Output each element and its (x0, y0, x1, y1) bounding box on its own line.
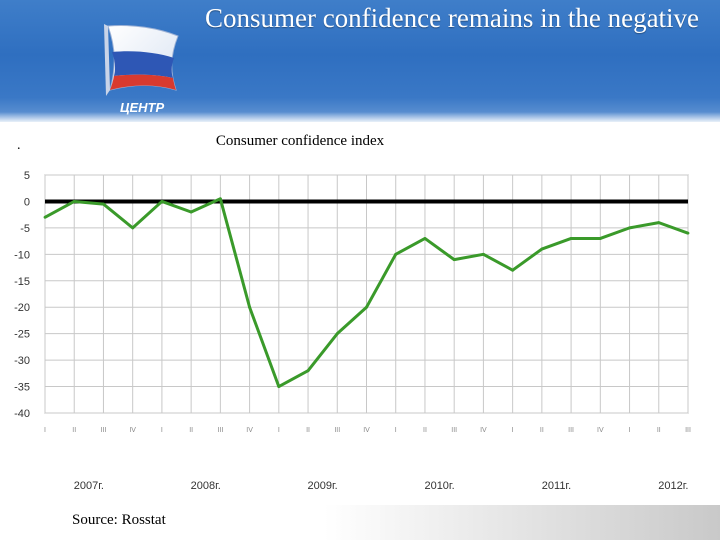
data-point (102, 202, 105, 206)
y-tick-label: -30 (14, 355, 30, 367)
data-point (131, 226, 135, 230)
data-point (657, 221, 661, 224)
x-tick-label: II (306, 427, 310, 434)
y-tick-label: -5 (20, 223, 30, 235)
y-tick-label: 5 (24, 170, 30, 182)
data-point (306, 369, 310, 373)
series-group (43, 197, 690, 389)
x-tick-label: I (395, 427, 397, 434)
x-tick-label: III (217, 427, 223, 434)
data-point (511, 268, 515, 272)
data-point (43, 215, 47, 219)
x-tick-label: I (161, 427, 163, 434)
data-point (598, 237, 602, 240)
x-tick-label: III (334, 427, 340, 434)
x-tick-label: I (512, 427, 514, 434)
x-tick-label: IV (363, 427, 370, 434)
bullet-marker: . (17, 138, 21, 153)
x-tick-label: III (568, 427, 574, 434)
x-tick-label: II (540, 427, 544, 434)
x-tick-label: II (189, 427, 193, 434)
data-point (248, 305, 251, 309)
x-tick-label: III (451, 427, 457, 434)
data-point (335, 332, 339, 336)
y-axis-ticks: 5 0 -5 -10 -15 -20 -25 -30 -35 -40 (14, 170, 30, 420)
x-tick-label: I (278, 427, 280, 434)
x-tick-label: I (629, 427, 631, 434)
y-tick-label: -10 (14, 249, 30, 261)
year-label: 2012г. (658, 480, 688, 492)
year-labels: 2007г. 2008г. 2009г. 2010г. 2011г. 2012г. (74, 480, 689, 492)
x-tick-label: II (72, 427, 76, 434)
header-banner: ЦЕНТР Consumer confidence remains in the… (0, 0, 720, 122)
x-tick-label: II (657, 427, 661, 434)
header-fade (0, 112, 720, 122)
source-note: Source: Rosstat (72, 512, 166, 528)
data-point (423, 237, 427, 240)
x-tick-label: IV (480, 427, 487, 434)
data-point (160, 200, 164, 203)
y-tick-label: -40 (14, 408, 30, 420)
data-point (72, 200, 76, 203)
x-tick-label: III (101, 427, 107, 434)
logo-text: ЦЕНТР (120, 100, 164, 115)
x-axis-ticks: I II III IV I II III IV I II III IV I II III IV I II III IV… (44, 427, 691, 434)
x-tick-label: IV (597, 427, 604, 434)
data-point (218, 197, 222, 201)
data-point (394, 252, 398, 256)
data-point (365, 305, 368, 309)
year-label: 2008г. (191, 480, 221, 492)
footer-bar (0, 505, 720, 540)
data-point (452, 258, 456, 262)
data-point (189, 210, 193, 214)
data-point (482, 252, 485, 256)
x-tick-label: I (44, 427, 46, 434)
year-label: 2010г. (424, 480, 454, 492)
x-tick-label: IV (246, 427, 253, 434)
data-point (628, 226, 631, 230)
year-label: 2011г. (542, 480, 571, 492)
y-tick-label: 0 (24, 196, 30, 208)
line-chart: 50-5-10-15-20-25-30-35-40 I II III IV I II III… (14, 170, 691, 492)
y-tick-label: -15 (14, 276, 30, 288)
x-tick-label: II (423, 427, 427, 434)
data-point (277, 385, 281, 388)
y-tick-label: -25 (14, 329, 30, 341)
y-tick-label: -35 (14, 382, 30, 394)
x-tick-label: IV (129, 427, 136, 434)
chart-grid (44, 174, 689, 414)
x-tick-label: III (685, 427, 691, 434)
data-point (569, 237, 573, 240)
chart-title: Consumer confidence index (215, 133, 385, 149)
year-label: 2007г. (74, 480, 104, 492)
data-point (540, 247, 544, 251)
year-label: 2009г. (308, 480, 338, 492)
data-point (686, 231, 690, 235)
y-tick-label: -20 (14, 302, 30, 314)
slide-title: Consumer confidence remains in the negat… (204, 3, 700, 33)
centr-logo: ЦЕНТР (104, 24, 179, 115)
